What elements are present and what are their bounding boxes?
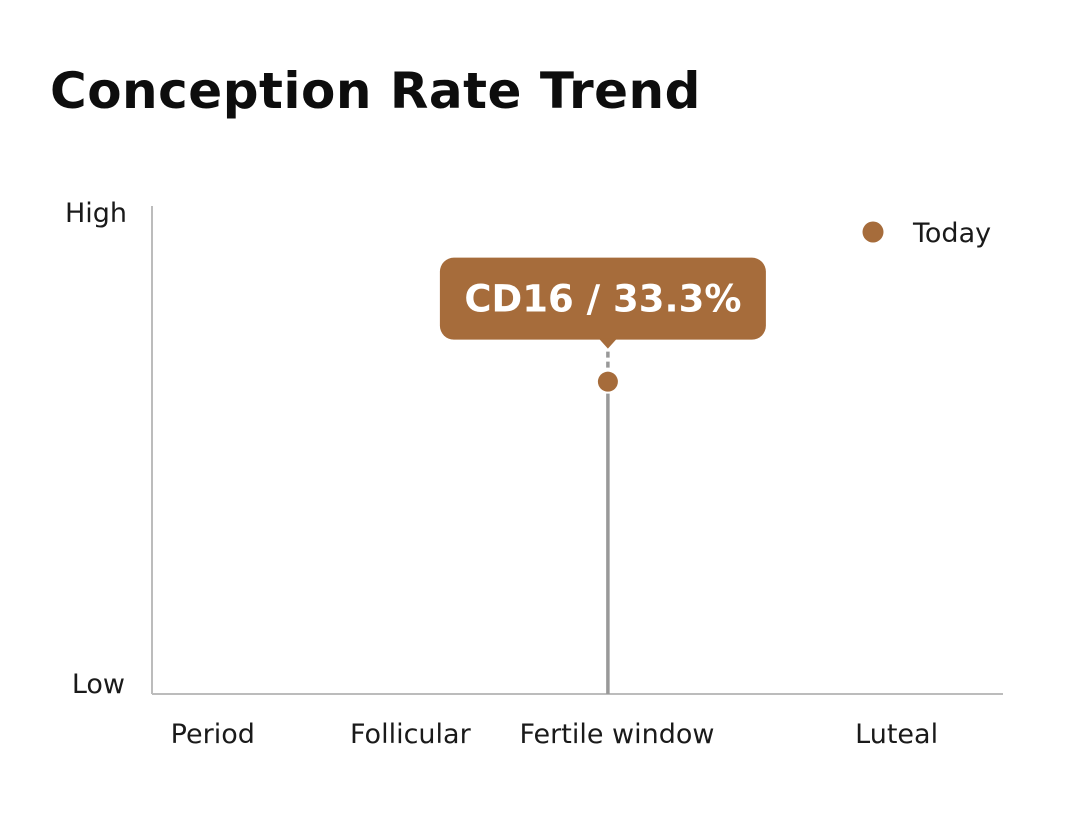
axes xyxy=(151,206,1003,695)
y-tick-label-low: Low xyxy=(72,669,125,700)
y-tick-label-high: High xyxy=(65,198,127,229)
legend-label: Today xyxy=(912,218,991,249)
x-tick-label: Luteal xyxy=(855,719,938,750)
tooltip-box xyxy=(439,257,766,340)
tooltip-label: CD16 / 33.3% xyxy=(464,278,741,321)
x-tick-label: Fertile window xyxy=(520,719,715,750)
y-tick-labels: Low High xyxy=(65,198,127,700)
legend: Today xyxy=(862,218,991,249)
x-tick-label: Follicular xyxy=(350,719,472,750)
legend-dot xyxy=(862,221,884,243)
today-point xyxy=(597,371,618,392)
x-tick-label: Period xyxy=(171,719,255,750)
chart-title: Conception Rate Trend xyxy=(50,62,701,120)
data-marks: CD16 / 33.3% xyxy=(439,257,766,694)
tooltip: CD16 / 33.3% xyxy=(439,257,766,349)
tooltip-pointer xyxy=(598,338,617,349)
x-tick-labels: Period Follicular Fertile window Luteal xyxy=(171,719,938,750)
